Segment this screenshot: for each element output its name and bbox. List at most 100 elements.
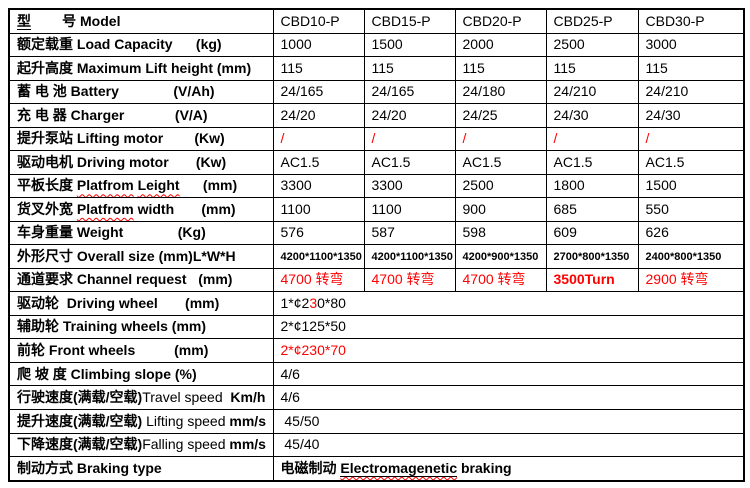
- platform-width-value-cbd25-p: 685: [545, 197, 639, 222]
- model-header-cbd10-p: CBD10-P: [272, 8, 365, 34]
- battery-value-cbd20-p: 24/180: [454, 79, 547, 105]
- table-row-lifting-motor: 提升泵站 Lifting motor (Kw) / / / / /: [8, 126, 745, 152]
- overall-size-value-cbd25-p: 2700*800*1350: [545, 244, 639, 269]
- model-header-cbd30-p: CBD30-P: [637, 8, 745, 34]
- lifting-speed-value: 45/50: [272, 408, 745, 434]
- text-run: 1800: [553, 177, 585, 194]
- row-label-driving-motor: 驱动电机 Driving motor (Kw): [8, 150, 274, 175]
- platform-length-value-cbd10-p: 3300: [272, 173, 365, 199]
- table-row-lifting-speed: 提升速度(满载/空载) Lifting speed mm/s 45/50: [8, 408, 745, 434]
- spec-table-body: 型 号 Model CBD10-P CBD15-P CBD20-P CBD25-P CBD…: [8, 8, 745, 482]
- text-run: 24/165: [280, 83, 324, 100]
- text-run: 4200*900*1350: [462, 250, 539, 263]
- row-label-channel-request: 通道要求 Channel request (mm): [8, 267, 274, 293]
- overall-size-value-cbd30-p: 2400*800*1350: [637, 244, 745, 269]
- text-run: 24/25: [462, 106, 498, 123]
- charger-value-cbd10-p: 24/20: [272, 103, 365, 128]
- text-run: 587: [371, 224, 395, 241]
- travel-speed-value: 4/6: [272, 385, 745, 410]
- text-run: 1500: [645, 177, 677, 194]
- text-run: 685: [553, 200, 577, 217]
- text-run: AC1.5: [371, 153, 411, 170]
- charger-value-cbd15-p: 24/20: [363, 103, 456, 128]
- text-run: 24/20: [371, 106, 407, 123]
- text-run: 3: [309, 294, 318, 311]
- platform-width-value-cbd15-p: 1100: [363, 197, 456, 222]
- model-header-cbd15-p: CBD15-P: [363, 8, 456, 34]
- text-run: CBD25-P: [553, 12, 613, 29]
- row-label-front-wheels: 前轮 Front wheels (mm): [8, 338, 274, 363]
- text-run: 2900 转弯: [645, 271, 709, 288]
- row-label-platform-length: 平板长度 Platfrom Leight (mm): [8, 173, 274, 199]
- platform-width-value-cbd10-p: 1100: [272, 197, 365, 222]
- text-run: 2700*800*1350: [553, 250, 630, 263]
- spec-table: 型 号 Model CBD10-P CBD15-P CBD20-P CBD25-P CBD…: [8, 8, 745, 482]
- overall-size-value-cbd20-p: 4200*900*1350: [454, 244, 547, 269]
- text-run: 115: [371, 59, 394, 76]
- text-run: 蓄 电 池 Battery (V/Ah): [17, 83, 215, 100]
- charger-value-cbd20-p: 24/25: [454, 103, 547, 128]
- lifting-motor-value-cbd30-p: /: [637, 126, 745, 152]
- text-run: 前轮 Front wheels (mm): [17, 342, 209, 358]
- text-run: /: [462, 130, 467, 147]
- table-row-charger: 充 电 器 Charger (V/A) 24/20 24/20 24/25 24/30 2…: [8, 103, 745, 128]
- text-run: /: [371, 130, 376, 147]
- text-run: mm/s: [229, 436, 266, 453]
- text-run: 电磁制动: [280, 459, 341, 476]
- text-run: 24/20: [280, 106, 316, 123]
- battery-value-cbd25-p: 24/210: [545, 79, 639, 105]
- text-run: Platfrom: [76, 177, 134, 194]
- text-run: 提升速度(满载/空载): [17, 412, 147, 429]
- lifting-motor-value-cbd15-p: /: [363, 126, 456, 152]
- text-run: 0*80: [317, 294, 346, 311]
- max-lift-height-value-cbd20-p: 115: [454, 56, 547, 81]
- weight-value-cbd20-p: 598: [454, 220, 547, 246]
- text-run: 辅助轮 Training wheels (mm): [17, 318, 207, 335]
- front-wheels-value: 2*¢230*70: [272, 338, 745, 363]
- text-run: 2400*800*1350: [645, 250, 722, 263]
- max-lift-height-value-cbd25-p: 115: [545, 56, 639, 81]
- table-row-driving-wheel: 驱动轮 Driving wheel (mm) 1*¢230*80: [8, 291, 745, 316]
- platform-width-value-cbd20-p: 900: [454, 197, 547, 222]
- text-run: width (mm): [133, 200, 236, 217]
- table-row-falling-speed: 下降速度(满载/空载)Falling speed mm/s 45/40: [8, 432, 745, 458]
- table-row-channel-request: 通道要求 Channel request (mm) 4700 转弯 4700 转弯 4…: [8, 267, 745, 293]
- charger-value-cbd30-p: 24/30: [637, 103, 745, 128]
- row-label-falling-speed: 下降速度(满载/空载)Falling speed mm/s: [8, 432, 274, 458]
- text-run: 3300: [280, 177, 312, 194]
- driving-motor-value-cbd30-p: AC1.5: [637, 150, 745, 175]
- text-run: 2*¢230*70: [280, 342, 346, 358]
- lifting-motor-value-cbd10-p: /: [272, 126, 365, 152]
- table-row-load-capacity: 额定载重 Load Capacity (kg) 1000 1500 2000 2500 3…: [8, 32, 745, 58]
- platform-length-value-cbd20-p: 2500: [454, 173, 547, 199]
- text-run: Lifting speed: [146, 412, 230, 429]
- text-run: 24/210: [645, 83, 689, 100]
- battery-value-cbd15-p: 24/165: [363, 79, 456, 105]
- text-run: 货叉外宽: [17, 200, 77, 217]
- text-run: 3300: [371, 177, 403, 194]
- platform-length-value-cbd15-p: 3300: [363, 173, 456, 199]
- text-run: 起升高度 Maximum Lift height (mm): [17, 59, 252, 76]
- table-row-overall-size: 外形尺寸 Overall size (mm)L*W*H 4200*1100*135…: [8, 244, 745, 269]
- text-run: 号: [31, 12, 81, 29]
- text-run: 1500: [371, 36, 403, 53]
- text-run: 3500Turn: [553, 271, 615, 288]
- text-run: 24/180: [462, 83, 506, 100]
- table-row-training-wheels: 辅助轮 Training wheels (mm) 2*¢125*50: [8, 314, 745, 340]
- platform-length-value-cbd30-p: 1500: [637, 173, 745, 199]
- channel-request-value-cbd20-p: 4700 转弯: [454, 267, 547, 293]
- text-run: Platfrom: [76, 200, 134, 217]
- platform-width-value-cbd30-p: 550: [637, 197, 745, 222]
- text-run: Travel speed: [142, 389, 223, 406]
- platform-length-value-cbd25-p: 1800: [545, 173, 639, 199]
- driving-motor-value-cbd25-p: AC1.5: [545, 150, 639, 175]
- load-capacity-value-cbd10-p: 1000: [272, 32, 365, 58]
- text-run: CBD15-P: [371, 12, 431, 29]
- text-run: 额定载重 Load Capacity (kg): [17, 36, 222, 53]
- text-run: 驱动电机 Driving motor (Kw): [17, 153, 227, 170]
- channel-request-value-cbd30-p: 2900 转弯: [637, 267, 745, 293]
- text-run: 2*¢125*50: [280, 318, 346, 335]
- row-label-load-capacity: 额定载重 Load Capacity (kg): [8, 32, 274, 58]
- text-run: 4700 转弯: [371, 271, 435, 288]
- row-label-max-lift-height: 起升高度 Maximum Lift height (mm): [8, 56, 274, 81]
